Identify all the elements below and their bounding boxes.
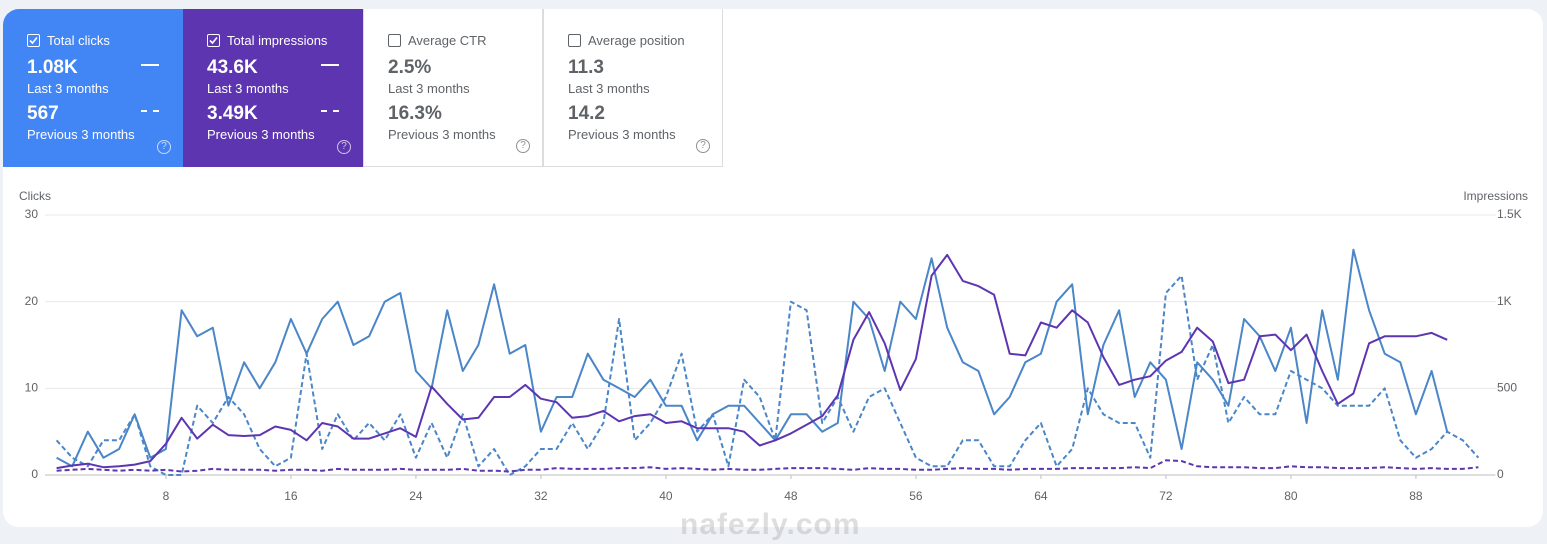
y2-tick-label: 0 [1497, 467, 1504, 481]
watermark: nafezly.com [680, 508, 861, 541]
y2-tick-label: 500 [1497, 381, 1517, 395]
metric-label: Average position [588, 33, 685, 48]
dashed-line [56, 459, 1479, 473]
y-tick-label: 30 [25, 207, 39, 221]
x-tick-label: 24 [409, 489, 423, 503]
help-icon[interactable]: ? [337, 140, 351, 154]
y-axis-title: Clicks [19, 189, 51, 203]
metric-value: 2.5% [388, 57, 432, 78]
checkbox [27, 34, 40, 47]
metric-value: 1.08K [27, 57, 78, 78]
x-tick-label: 16 [284, 489, 298, 503]
x-tick-label: 56 [909, 489, 923, 503]
metric-tile[interactable]: Average position 11.3 Last 3 months 14.2 Pre… [543, 9, 723, 167]
metric-previous: 567 [27, 103, 59, 124]
metric-checkbox[interactable]: Total impressions [207, 33, 327, 48]
metric-previous-period: Previous 3 months [388, 127, 496, 142]
metric-period: Last 3 months [27, 81, 109, 96]
chart: Clicks Impressions 0 10 20 30 0 500 1K 1.5K 8 16 2… [19, 189, 1528, 503]
legend-dashed [321, 110, 339, 112]
metric-checkbox[interactable]: Total clicks [27, 33, 110, 48]
x-tick-label: 80 [1284, 489, 1298, 503]
metric-previous: 14.2 [568, 103, 605, 124]
y2-tick-label: 1.5K [1497, 207, 1522, 221]
legend-dashed [141, 110, 159, 112]
y-tick-label: 0 [31, 467, 38, 481]
x-tick-label: 88 [1409, 489, 1423, 503]
x-tick-label: 48 [784, 489, 798, 503]
metric-period: Last 3 months [207, 81, 289, 96]
metric-previous: 16.3% [388, 103, 442, 124]
legend-solid [141, 64, 159, 66]
y-tick-label: 20 [25, 294, 39, 308]
metric-tile[interactable]: Average CTR 2.5% Last 3 months 16.3% Previou… [363, 9, 543, 167]
metric-checkbox[interactable]: Average CTR [388, 33, 487, 48]
metric-previous-period: Previous 3 months [207, 127, 315, 142]
checkbox [388, 34, 401, 47]
line [56, 248, 1449, 468]
metric-value: 43.6K [207, 57, 258, 78]
dashed-line [55, 274, 1480, 476]
legend-solid [321, 64, 339, 66]
metric-period: Last 3 months [568, 81, 650, 96]
line [56, 253, 1448, 470]
x-tick-label: 40 [659, 489, 673, 503]
metric-previous-period: Previous 3 months [568, 127, 676, 142]
metric-label: Average CTR [408, 33, 487, 48]
help-icon[interactable]: ? [157, 140, 171, 154]
y2-tick-label: 1K [1497, 294, 1512, 308]
x-tick-label: 72 [1159, 489, 1173, 503]
checkmark [209, 36, 218, 45]
x-tick-label: 64 [1034, 489, 1048, 503]
checkmark [29, 36, 38, 45]
help-icon[interactable]: ? [516, 139, 530, 153]
metric-value: 11.3 [568, 57, 604, 78]
x-tick-label: 8 [163, 489, 170, 503]
checkbox [207, 34, 220, 47]
help-icon[interactable]: ? [696, 139, 710, 153]
y2-axis-title: Impressions [1463, 189, 1528, 203]
y-tick-label: 10 [25, 381, 39, 395]
metric-label: Total impressions [227, 33, 328, 48]
metric-previous: 3.49K [207, 103, 258, 124]
metric-period: Last 3 months [388, 81, 470, 96]
metric-tile[interactable]: Total impressions 43.6K Last 3 months 3.49K… [183, 9, 363, 167]
metric-tile[interactable]: Total clicks 1.08K Last 3 months 567 Previou… [3, 9, 183, 167]
checkbox [568, 34, 581, 47]
x-tick-label: 32 [534, 489, 548, 503]
metric-previous-period: Previous 3 months [27, 127, 135, 142]
metric-checkbox[interactable]: Average position [568, 33, 685, 48]
metric-label: Total clicks [47, 33, 110, 48]
performance-card: Clicks Impressions 0 10 20 30 0 500 1K 1.5K 8 16 2… [3, 9, 1543, 527]
